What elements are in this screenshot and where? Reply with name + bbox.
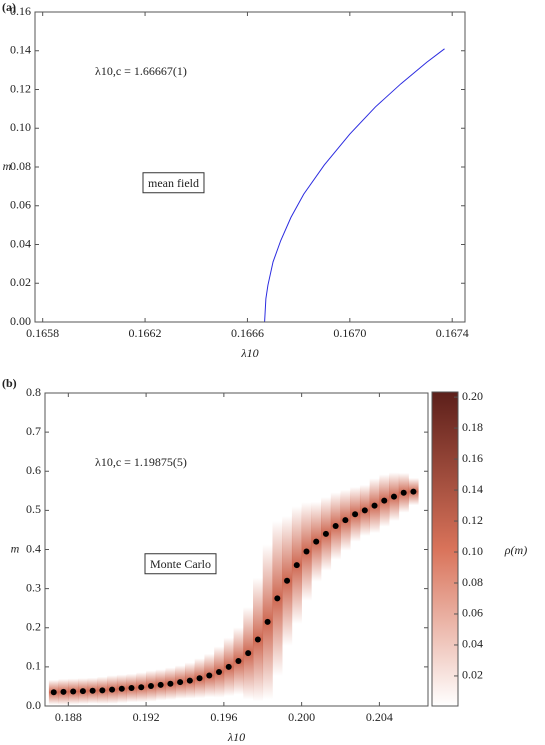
colorbar-tick-label: 0.10 — [462, 544, 483, 558]
annotation-box-text: Monte Carlo — [150, 557, 211, 571]
y-tick-label: 0.0 — [26, 698, 41, 712]
data-point — [390, 493, 397, 500]
y-tick-label: 0.2 — [26, 620, 41, 634]
data-point — [206, 672, 213, 679]
y-tick-label: 0.7 — [26, 424, 41, 438]
x-axis-label: λ10 — [227, 730, 245, 744]
colorbar-tick-label: 0.12 — [462, 513, 483, 527]
data-point — [322, 530, 329, 537]
y-tick-label: 0.12 — [10, 81, 31, 95]
data-point — [274, 595, 281, 602]
colorbar-tick-label: 0.18 — [462, 420, 483, 434]
colorbar-tick-label: 0.08 — [462, 575, 483, 589]
annotation-box — [142, 172, 205, 194]
x-tick-label: 0.1658 — [26, 326, 59, 340]
data-point — [167, 680, 174, 687]
data-point — [361, 507, 368, 514]
colorbar-label: ρ(m) — [504, 543, 527, 557]
data-point — [89, 687, 96, 694]
x-tick-label: 0.204 — [366, 710, 393, 724]
data-point — [254, 636, 261, 643]
data-point — [50, 689, 57, 696]
y-tick-label: 0.04 — [10, 236, 31, 250]
colorbar-tick-label: 0.14 — [462, 482, 483, 496]
data-point — [264, 618, 271, 625]
data-point — [332, 523, 339, 530]
colorbar — [431, 391, 459, 707]
data-point — [342, 517, 349, 524]
data-point — [196, 675, 203, 682]
colorbar-tick-label: 0.02 — [462, 668, 483, 682]
x-tick-label: 0.1662 — [129, 326, 162, 340]
annotation-box — [144, 553, 217, 575]
y-tick-label: 0.16 — [10, 4, 31, 18]
colorbar-tick-label: 0.06 — [462, 606, 483, 620]
data-point — [109, 686, 116, 693]
plot-area — [35, 48, 445, 322]
data-point — [225, 663, 232, 670]
y-axis-label: m — [3, 159, 12, 173]
annotation: λ10,c = 1.19875(5) — [95, 455, 187, 469]
data-point — [128, 685, 135, 692]
data-point — [400, 489, 407, 496]
data-point — [293, 562, 300, 569]
data-point — [157, 681, 164, 688]
colorbar-tick-label: 0.20 — [462, 389, 483, 403]
y-tick-label: 0.4 — [26, 541, 41, 555]
data-point — [60, 688, 67, 695]
y-tick-label: 0.08 — [10, 159, 31, 173]
y-axis-label: m — [11, 541, 20, 555]
y-tick-label: 0.14 — [10, 43, 31, 57]
data-point — [70, 688, 77, 695]
data-point — [245, 650, 252, 657]
data-point — [118, 685, 125, 692]
x-tick-label: 0.200 — [288, 710, 315, 724]
plot-frame — [34, 11, 466, 323]
y-tick-label: 0.02 — [10, 275, 31, 289]
data-point — [186, 677, 193, 684]
y-tick-label: 0.8 — [26, 385, 41, 399]
data-point — [381, 497, 388, 504]
plot-area — [48, 472, 419, 705]
data-point — [235, 658, 242, 665]
y-tick-label: 0.10 — [10, 120, 31, 134]
x-tick-label: 0.1670 — [333, 326, 366, 340]
y-tick-label: 0.5 — [26, 502, 41, 516]
data-point — [79, 688, 86, 695]
data-point — [99, 687, 106, 694]
x-tick-label: 0.192 — [133, 710, 160, 724]
data-point — [352, 511, 359, 518]
data-point — [138, 684, 145, 691]
x-tick-label: 0.196 — [210, 710, 237, 724]
x-tick-label: 0.1666 — [231, 326, 264, 340]
data-point — [147, 683, 154, 690]
colorbar-tick-label: 0.04 — [462, 637, 483, 651]
data-point — [313, 538, 320, 545]
data-point — [410, 488, 417, 495]
data-point — [177, 679, 184, 686]
annotation-box-text: mean field — [148, 176, 199, 190]
x-tick-label: 0.188 — [55, 710, 82, 724]
y-tick-label: 0.6 — [26, 463, 41, 477]
x-axis-label: λ10 — [240, 346, 258, 360]
panel-label: (a) — [2, 0, 16, 14]
annotation: λ10,c = 1.66667(1) — [95, 64, 187, 78]
y-tick-label: 0.3 — [26, 580, 41, 594]
y-tick-label: 0.06 — [10, 198, 31, 212]
colorbar-tick-label: 0.16 — [462, 451, 483, 465]
y-tick-label: 0.1 — [26, 659, 41, 673]
data-point — [371, 502, 378, 509]
data-point — [216, 668, 223, 675]
panel-label: (b) — [2, 376, 17, 390]
x-tick-label: 0.1674 — [436, 326, 469, 340]
y-tick-label: 0.00 — [10, 314, 31, 328]
data-point — [303, 548, 310, 555]
data-point — [284, 577, 291, 584]
data-line — [35, 48, 445, 322]
